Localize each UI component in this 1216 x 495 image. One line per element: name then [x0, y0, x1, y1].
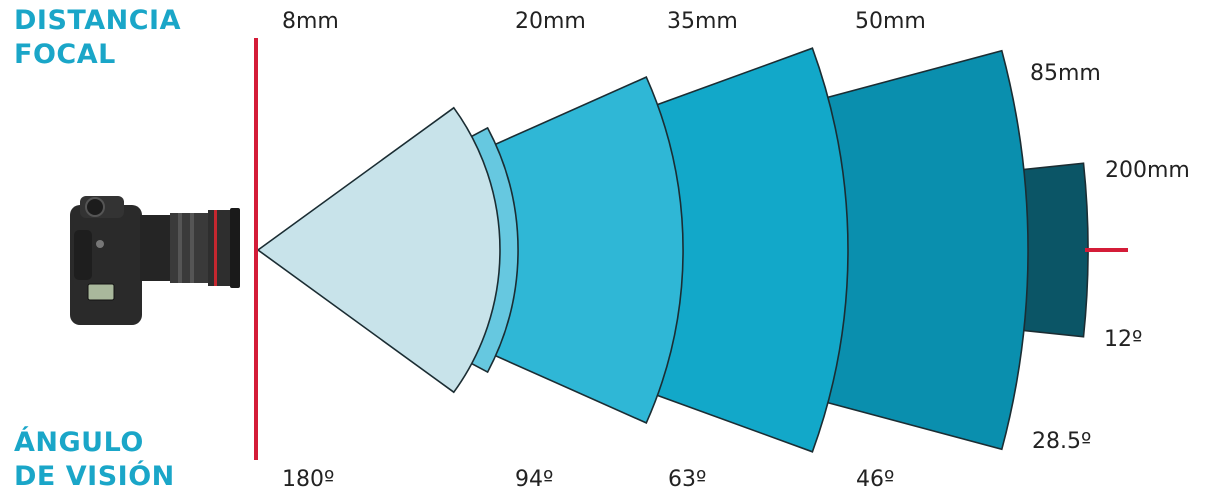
fan-layer: [254, 47, 1089, 453]
angle-label-50mm: 46º: [856, 467, 894, 492]
focal-heading-line2: FOCAL: [14, 39, 116, 70]
focal-label-200mm: 200mm: [1105, 158, 1190, 183]
focal-label-50mm: 50mm: [855, 9, 926, 34]
angle-label-20mm: 94º: [515, 467, 553, 492]
angle-label-35mm: 63º: [668, 467, 706, 492]
angle-heading-line2: DE VISIÓN: [14, 461, 175, 492]
angle-heading-line1: ÁNGULO: [14, 427, 144, 458]
angle-label-8mm: 180º: [282, 467, 334, 492]
focal-label-35mm: 35mm: [667, 9, 738, 34]
focal-length-heading: DISTANCIA FOCAL: [14, 4, 181, 72]
focal-label-85mm: 85mm: [1030, 61, 1101, 86]
fan-sector-8mm: [256, 106, 501, 394]
angle-label-85mm: 28.5º: [1032, 429, 1091, 454]
angle-label-200mm: 12º: [1104, 327, 1142, 352]
focal-label-20mm: 20mm: [515, 9, 586, 34]
labels-layer: 8mm 180º 20mm 94º 35mm 63º 50mm 46º 85mm 28.5º 200…: [282, 9, 1190, 492]
angle-of-view-heading: ÁNGULO DE VISIÓN: [14, 426, 175, 494]
focal-label-8mm: 8mm: [282, 9, 339, 34]
focal-heading-line1: DISTANCIA: [14, 5, 181, 36]
dslr-camera-icon: [70, 196, 240, 325]
